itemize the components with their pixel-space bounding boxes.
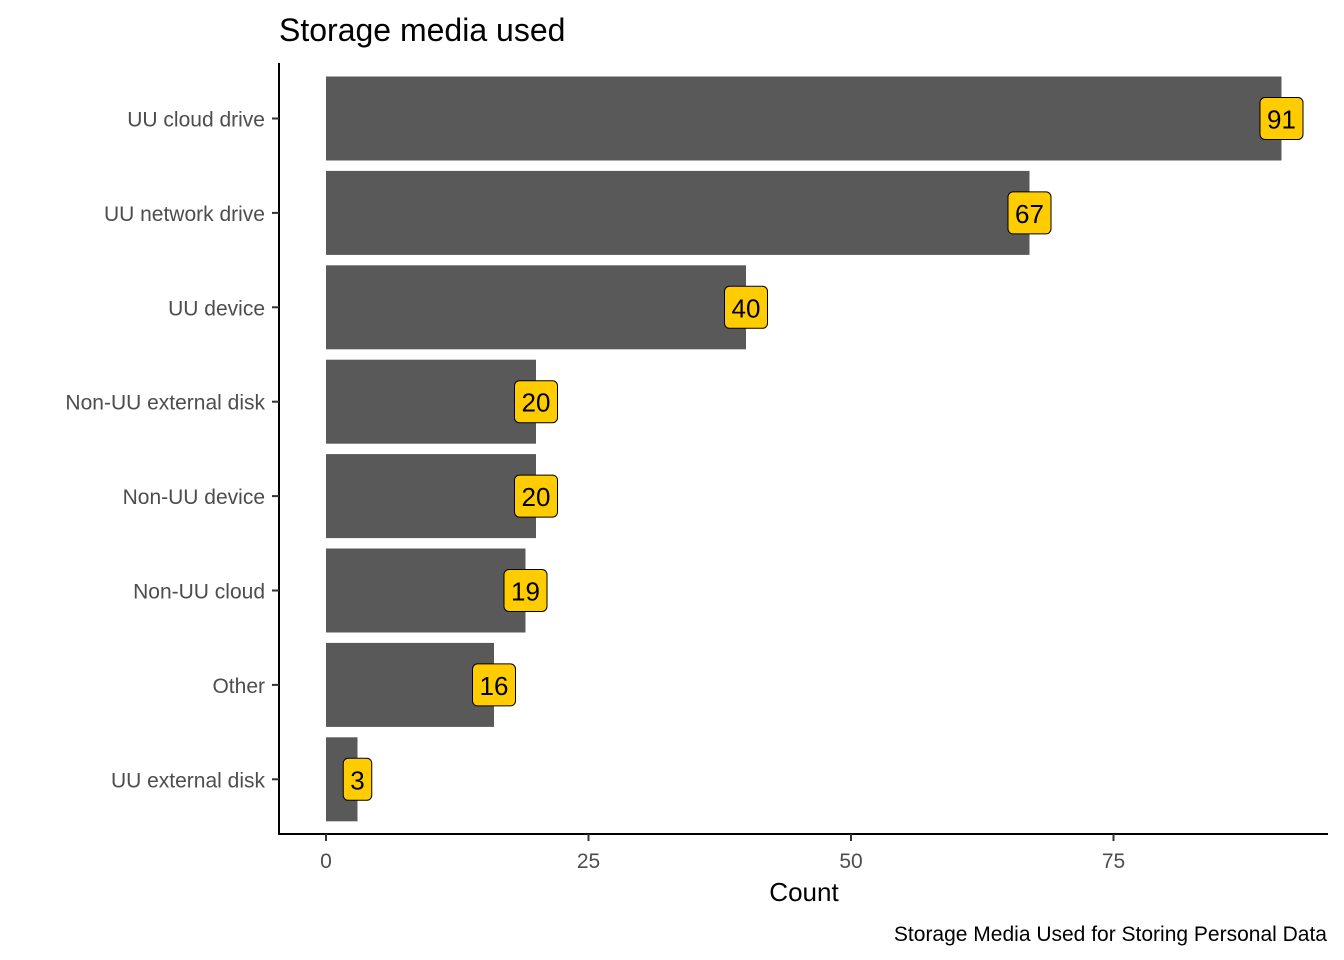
chart-caption: Storage Media Used for Storing Personal …	[894, 923, 1327, 946]
value-label-text: 16	[480, 671, 509, 701]
bar	[326, 454, 536, 539]
bar	[326, 642, 494, 727]
value-label-text: 20	[522, 388, 551, 418]
value-label-box	[503, 569, 548, 612]
value-label: 67	[1007, 191, 1052, 235]
chart-title: Storage media used	[279, 12, 565, 48]
value-label-text: 67	[1015, 199, 1044, 229]
x-tick-label: 75	[1102, 850, 1125, 873]
y-tick-label: UU network drive	[104, 203, 265, 226]
y-tick-label: UU external disk	[111, 769, 266, 792]
bar	[326, 359, 536, 444]
value-label-box	[342, 757, 373, 801]
y-tick-label: Other	[212, 675, 265, 698]
x-axis-title: Count	[769, 877, 839, 907]
value-label-box	[1007, 191, 1052, 235]
bar	[326, 548, 526, 633]
y-tick-label: Non-UU device	[123, 486, 265, 509]
value-label-text: 3	[350, 765, 364, 795]
value-label: 20	[514, 474, 558, 518]
bar	[326, 170, 1030, 255]
y-axis: UU cloud drive UU network drive UU device N…	[65, 63, 280, 834]
value-label-box	[1259, 97, 1304, 140]
value-label-text: 19	[511, 577, 540, 607]
value-label: 40	[724, 285, 768, 329]
value-label-box	[724, 285, 768, 329]
value-label: 91	[1259, 97, 1304, 140]
x-tick-label: 50	[839, 850, 862, 873]
y-tick-label: UU cloud drive	[127, 109, 265, 132]
value-label-text: 91	[1267, 105, 1296, 135]
y-tick-label: Non-UU cloud	[133, 581, 265, 604]
x-axis: 0 25 50 75	[278, 833, 1328, 873]
value-label-text: 20	[522, 482, 551, 512]
value-label-box	[472, 663, 516, 707]
y-tick-label: UU device	[168, 297, 265, 320]
value-label: 16	[472, 663, 516, 707]
value-label: 3	[342, 757, 373, 801]
value-label: 20	[514, 380, 558, 424]
value-label: 19	[503, 569, 548, 612]
value-label-text: 40	[732, 293, 761, 323]
x-tick-label: 25	[577, 850, 600, 873]
value-label-box	[514, 474, 558, 518]
x-tick-label: 0	[320, 850, 332, 873]
y-tick-label: Non-UU external disk	[65, 392, 265, 415]
plot-area: 91 67 40 20 20 19 16 3	[326, 76, 1304, 822]
value-label-box	[514, 380, 558, 424]
bar	[326, 265, 746, 350]
bar	[326, 76, 1282, 161]
